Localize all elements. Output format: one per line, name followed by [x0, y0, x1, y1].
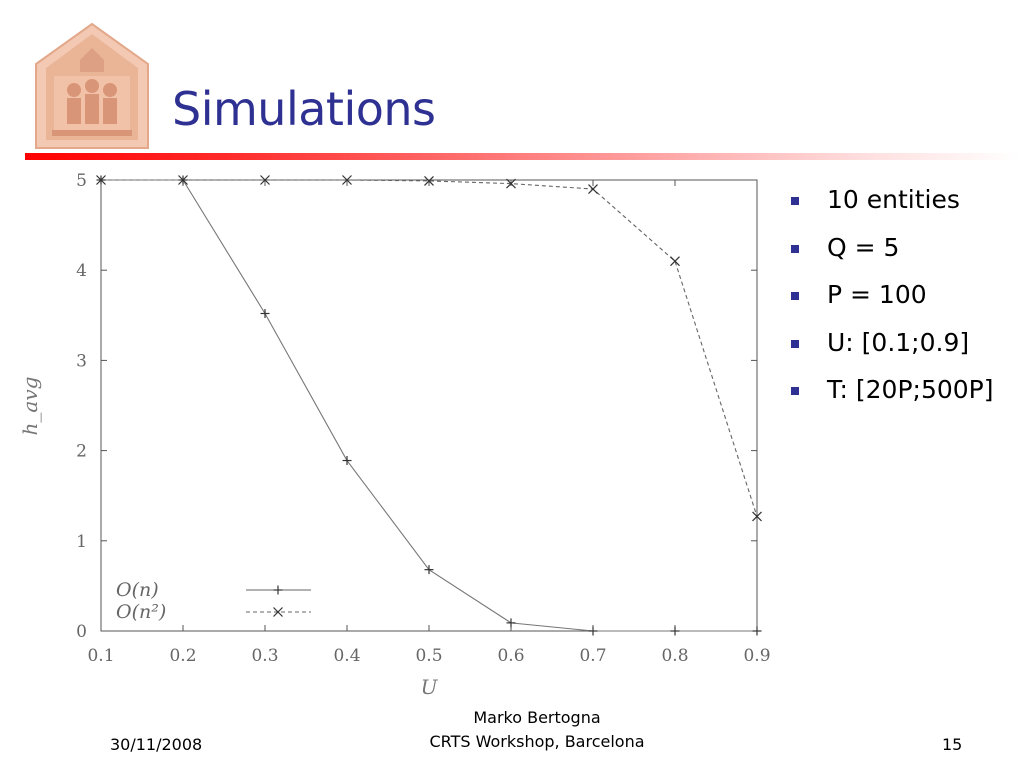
square-bullet-icon — [791, 292, 799, 300]
legend-label: O(n) — [116, 579, 159, 601]
y-axis-label: h_avg — [18, 377, 42, 436]
simulation-chart: 0.1 0.2 0.3 0.4 0.5 0.6 0.7 0.8 0.9 0 1 2 3 4 5 O(n) O… — [0, 160, 790, 705]
y-tick-label: 0 — [76, 622, 87, 642]
footer-event: CRTS Workshop, Barcelona — [429, 732, 645, 751]
bullet-list: 10 entities Q = 5 P = 100 U: [0.1;0.9] T… — [790, 182, 1020, 420]
square-bullet-icon — [791, 244, 799, 253]
series-line-2 — [101, 179, 758, 517]
x-axis-label: U — [421, 675, 439, 699]
square-bullet-icon — [791, 197, 799, 205]
y-tick-label: 3 — [76, 351, 87, 371]
cross-marker — [96, 175, 106, 185]
x-tick-label: 0.5 — [415, 646, 442, 666]
cross-marker — [588, 184, 598, 194]
footer-center: Marko Bertogna CRTS Workshop, Barcelona — [396, 706, 678, 754]
cross-marker — [342, 175, 352, 185]
page-number: 15 — [942, 735, 963, 754]
legend: O(n)O(n²) — [116, 579, 311, 623]
y-tick-label: 5 — [76, 171, 87, 191]
x-tick-label: 0.4 — [333, 646, 360, 666]
x-tick-label: 0.9 — [743, 646, 770, 666]
slide-title: Simulations — [172, 82, 436, 136]
bullet-text: T: [20P;500P] — [827, 375, 994, 404]
x-tick-label: 0.7 — [579, 646, 606, 666]
cross-marker — [752, 511, 762, 522]
bullet-item: U: [0.1;0.9] — [790, 325, 1020, 373]
cross-marker — [178, 175, 188, 185]
bullet-item: 10 entities — [790, 182, 1020, 230]
carved-relief-icon — [35, 22, 149, 149]
bullet-text: U: [0.1;0.9] — [827, 327, 970, 357]
series-lines — [101, 179, 758, 632]
bullet-item: P = 100 — [790, 277, 1020, 325]
cross-marker — [424, 175, 434, 186]
plot-frame — [100, 179, 758, 632]
y-tick-label: 2 — [76, 442, 87, 462]
cross-marker — [273, 607, 283, 617]
x-tick-labels: 0.1 0.2 0.3 0.4 0.5 0.6 0.7 0.8 0.9 — [87, 646, 770, 666]
footer-author: Marko Bertogna — [473, 708, 601, 727]
cross-marker — [506, 178, 516, 189]
axis-ticks — [100, 179, 758, 632]
cross-marker — [260, 175, 270, 185]
cross-marker — [670, 256, 680, 267]
bullet-text: P = 100 — [827, 280, 927, 309]
x-tick-label: 0.8 — [661, 646, 688, 666]
series-markers — [96, 175, 762, 636]
x-tick-label: 0.2 — [169, 646, 196, 666]
y-tick-label: 1 — [76, 532, 87, 552]
series-line-1 — [101, 179, 757, 632]
y-tick-labels: 0 1 2 3 4 5 — [76, 171, 87, 642]
bullet-item: T: [20P;500P] — [790, 372, 1020, 420]
square-bullet-icon — [791, 339, 799, 348]
x-tick-label: 0.6 — [497, 646, 524, 666]
line-chart: 0.1 0.2 0.3 0.4 0.5 0.6 0.7 0.8 0.9 0 1 2 3 4 5 O(n)O… — [18, 171, 771, 699]
legend-label: O(n²) — [116, 601, 166, 623]
x-tick-label: 0.1 — [87, 646, 114, 666]
x-tick-label: 0.3 — [251, 646, 278, 666]
bullet-text: Q = 5 — [827, 232, 900, 262]
square-bullet-icon — [791, 387, 799, 395]
footer-date: 30/11/2008 — [110, 735, 203, 754]
bullet-text: 10 entities — [827, 185, 960, 214]
title-divider — [25, 153, 1020, 160]
institution-logo — [34, 20, 150, 150]
y-tick-label: 4 — [76, 261, 87, 281]
bullet-item: Q = 5 — [790, 230, 1020, 278]
